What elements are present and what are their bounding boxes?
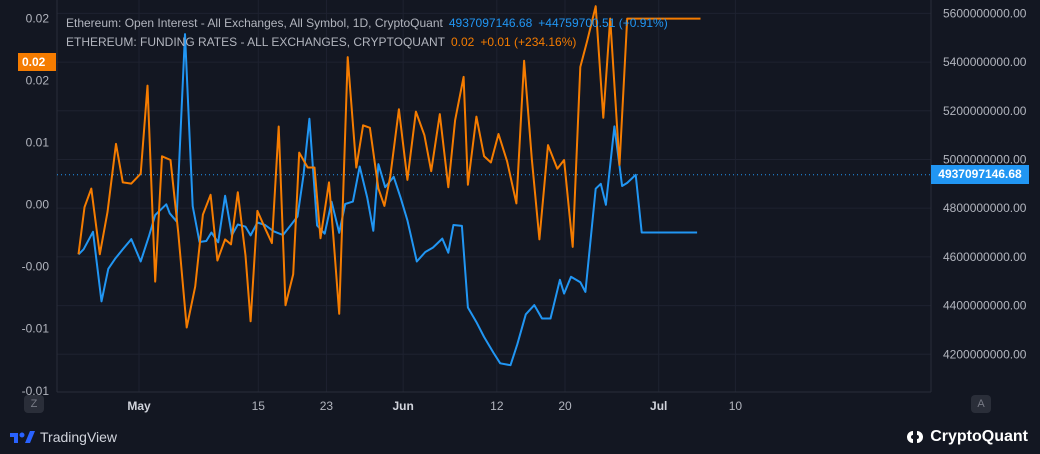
cryptoquant-icon — [907, 431, 924, 443]
right-tick-label: 5600000000.00 — [943, 6, 1027, 20]
right-tick-label: 5400000000.00 — [943, 55, 1027, 69]
left-tick-label: 0.00 — [26, 198, 50, 212]
left-tick-label: -0.01 — [22, 384, 50, 398]
right-axis: 5600000000.00 5400000000.00 5200000000.00 5… — [943, 6, 1027, 361]
cryptoquant-logo: CryptoQuant — [904, 428, 1028, 446]
footer — [0, 421, 1040, 454]
x-tick-label: 15 — [252, 399, 266, 413]
x-tick-label: Jul — [650, 399, 667, 413]
auto-scale-button[interactable]: A — [971, 395, 991, 413]
x-tick-label: Jun — [392, 399, 413, 413]
grid — [57, 0, 931, 392]
legend-open-interest-change: +44759700.51 (+0.91%) — [538, 16, 668, 30]
x-tick-label: May — [127, 399, 151, 413]
right-tick-label: 4800000000.00 — [943, 201, 1027, 215]
right-tick-label: 4400000000.00 — [943, 299, 1027, 313]
legend-funding-rates-change: +0.01 (+234.16%) — [480, 35, 577, 49]
funding-rate-last-value-badge: 0.02 — [18, 53, 56, 71]
funding-rates-line — [77, 5, 701, 329]
cryptoquant-label: CryptoQuant — [930, 428, 1028, 445]
tradingview-label: TradingView — [40, 429, 118, 445]
left-tick-label: -0.00 — [22, 260, 50, 274]
left-tick-label: 0.02 — [26, 74, 50, 88]
legend-open-interest-name: Ethereum: Open Interest - All Exchanges,… — [66, 16, 443, 30]
tradingview-icon — [10, 431, 35, 443]
left-axis: 0.02 0.02 0.01 0.00 -0.00 -0.01 -0.01 — [22, 12, 50, 398]
legend-open-interest[interactable]: Ethereum: Open Interest - All Exchanges,… — [66, 16, 674, 30]
x-tick-label: 23 — [320, 399, 334, 413]
x-tick-label: 12 — [490, 399, 504, 413]
series-layer — [77, 5, 701, 367]
right-tick-label: 4600000000.00 — [943, 250, 1027, 264]
legend-funding-rates[interactable]: ETHEREUM: FUNDING RATES - ALL EXCHANGES,… — [66, 35, 582, 49]
right-tick-label: 5000000000.00 — [943, 152, 1027, 166]
right-tick-label: 4200000000.00 — [943, 347, 1027, 361]
x-tick-label: 20 — [558, 399, 572, 413]
x-tick-label: 10 — [729, 399, 743, 413]
right-tick-label: 5200000000.00 — [943, 104, 1027, 118]
legend-open-interest-value: 4937097146.68 — [448, 16, 533, 30]
chart-canvas[interactable]: 0.02 0.02 0.01 0.00 -0.00 -0.01 -0.01 56000000… — [0, 0, 1040, 421]
tradingview-logo[interactable]: TradingView — [10, 429, 117, 445]
left-scale-mode-button[interactable]: Z — [24, 395, 44, 413]
open-interest-last-value-badge: 4937097146.68 — [931, 165, 1029, 185]
legend-funding-rates-value: 0.02 — [450, 35, 475, 49]
left-tick-label: -0.01 — [22, 322, 50, 336]
left-tick-label: 0.02 — [26, 12, 50, 26]
open-interest-line — [77, 33, 698, 367]
legend-funding-rates-name: ETHEREUM: FUNDING RATES - ALL EXCHANGES,… — [66, 35, 445, 49]
x-axis: May 15 23 Jun 12 20 Jul 10 — [127, 399, 742, 413]
left-tick-label: 0.01 — [26, 136, 50, 150]
